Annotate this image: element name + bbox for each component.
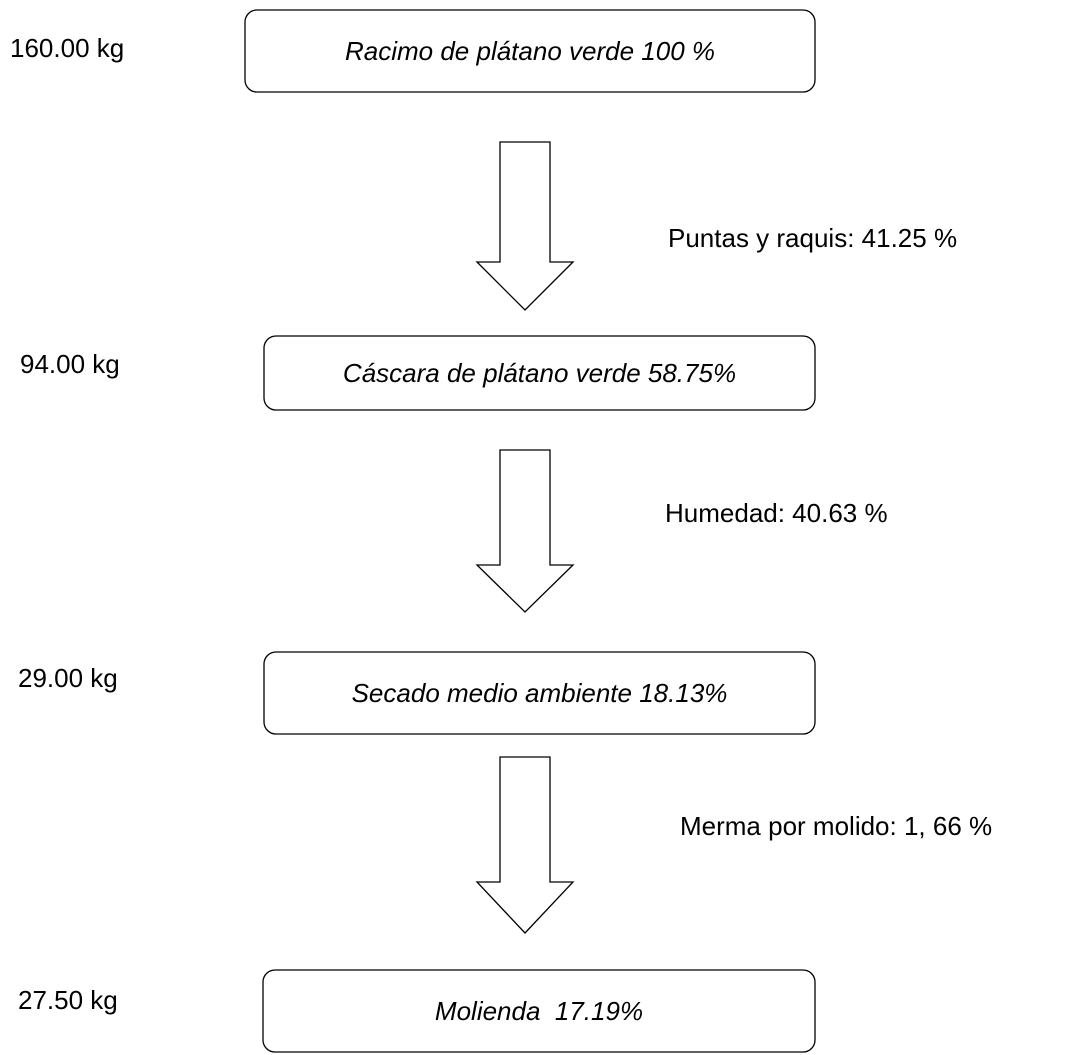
process-box	[244, 9, 816, 93]
down-arrow	[475, 141, 575, 311]
process-box	[263, 335, 816, 411]
process-label: Cáscara de plátano verde 58.75%	[343, 358, 736, 388]
weight-label: 160.00 kg	[10, 33, 124, 63]
weight-label: 94.00 kg	[20, 349, 120, 379]
weight-label: 29.00 kg	[18, 663, 118, 693]
process-label: Molienda 17.19%	[435, 996, 643, 1026]
process-box	[263, 651, 816, 735]
arrow-label: Merma por molido: 1, 66 %	[680, 811, 992, 841]
arrow-label: Puntas y raquis: 41.25 %	[668, 223, 957, 253]
weight-label: 27.50 kg	[18, 985, 118, 1015]
down-arrow	[475, 756, 575, 934]
arrow-label: Humedad: 40.63 %	[665, 498, 888, 528]
process-label: Secado medio ambiente 18.13%	[352, 678, 728, 708]
process-label: Racimo de plátano verde 100 %	[345, 36, 715, 66]
down-arrow	[475, 449, 575, 613]
process-box	[262, 969, 816, 1053]
